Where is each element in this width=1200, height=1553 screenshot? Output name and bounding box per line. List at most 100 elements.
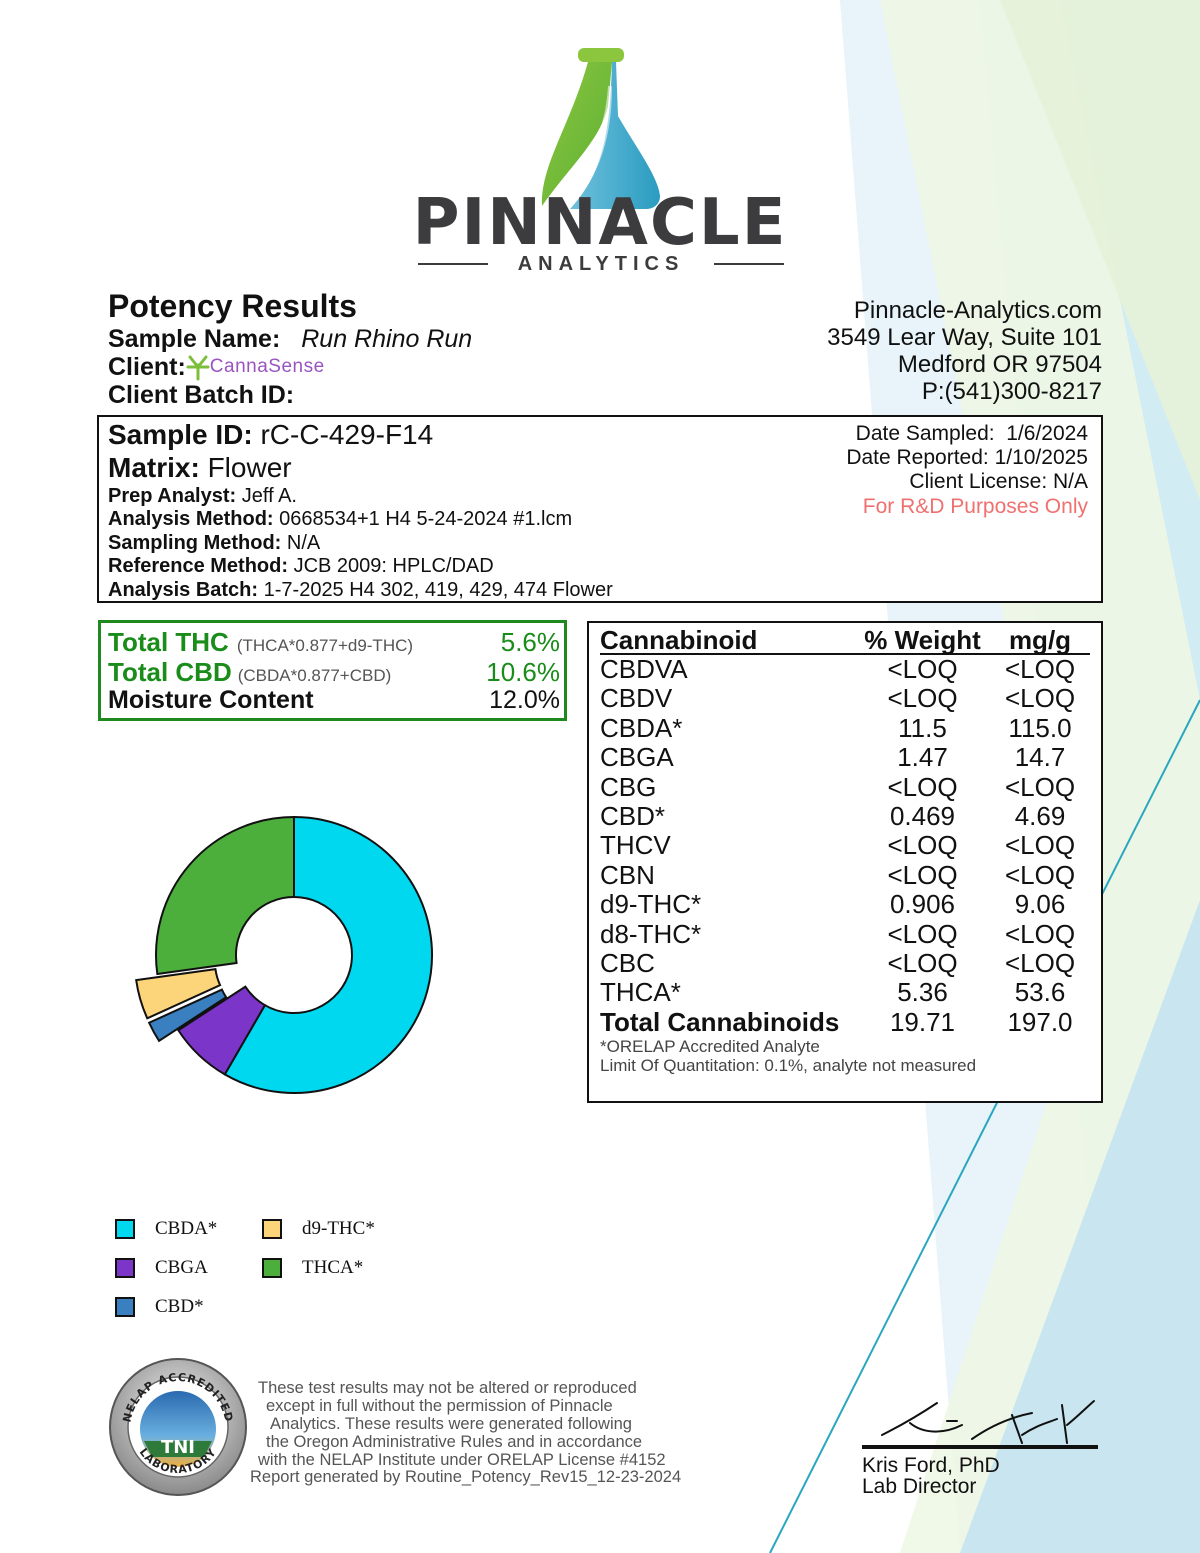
disclaimer-line-4: the Oregon Administrative Rules and in a… — [266, 1433, 643, 1451]
total-label: Total Cannabinoids — [600, 1006, 840, 1037]
reference-method-label: Reference Method: — [108, 555, 289, 577]
date-sampled: Date Sampled: 1/6/2024 — [855, 422, 1088, 445]
table-row: THCV <LOQ <LOQ — [600, 830, 1090, 861]
legend-swatch — [262, 1258, 282, 1278]
percent-weight-value: <LOQ — [887, 859, 958, 890]
header-cannabinoid: Cannabinoid — [600, 627, 855, 655]
disclaimer-line-3: Analytics. These results were generated … — [270, 1415, 632, 1433]
disclaimer-line-1: These test results may not be altered or… — [258, 1379, 637, 1397]
sample-id-label: Sample ID: — [108, 419, 253, 450]
legend-item: CBDA* — [115, 1218, 217, 1240]
cannabinoid-table: Cannabinoid % Weight mg/g CBDVA <LOQ <LOQ C… — [600, 627, 1090, 1037]
disclaimer-line-5: with the NELAP Institute under ORELAP Li… — [258, 1451, 666, 1469]
legend-item: CBD* — [115, 1296, 204, 1318]
table-row: d9-THC* 0.906 9.06 — [600, 889, 1090, 920]
purpose-note: For R&D Purposes Only — [862, 495, 1088, 518]
table-row: THCA* 5.36 53.6 — [600, 977, 1090, 1008]
client-logo-text: CannaSense — [209, 356, 325, 377]
potency-summary-box — [98, 620, 567, 721]
client-batch-label: Client Batch ID: — [108, 381, 295, 409]
total-mg-per-g: 197.0 — [1007, 1006, 1073, 1037]
cannabinoid-name: THCV — [600, 830, 671, 861]
matrix-row: Matrix: Flower — [108, 452, 292, 484]
sampling-method-row: Sampling Method: N/A — [108, 532, 320, 555]
legend-swatch — [262, 1219, 282, 1239]
analysis-method-row: Analysis Method: 0668534+1 H4 5-24-2024 … — [108, 508, 572, 531]
footnote-loq: Limit Of Quantitation: 0.1%, analyte not… — [600, 1056, 977, 1075]
percent-weight-value: <LOQ — [887, 918, 958, 949]
sample-info-box — [97, 415, 1103, 603]
legend-item: CBGA — [115, 1257, 208, 1279]
total-thc-row: Total THC (THCA*0.877+d9-THC) 5.6% — [108, 627, 560, 657]
mg-per-g-value: <LOQ — [1004, 654, 1076, 684]
cannabinoid-donut-chart — [135, 815, 433, 1094]
table-header-row: Cannabinoid % Weight mg/g — [600, 627, 1090, 655]
legend-label: CBDA* — [155, 1218, 218, 1239]
total-percent-weight: 19.71 — [889, 1006, 956, 1037]
cannabinoid-name: CBG — [600, 771, 657, 802]
analysis-method-label: Analysis Method: — [108, 508, 274, 530]
table-row: d8-THC* <LOQ <LOQ — [600, 918, 1090, 949]
legend-swatch — [115, 1219, 135, 1239]
percent-weight-value: 11.5 — [898, 712, 947, 743]
cannabinoid-table-box — [587, 621, 1103, 1103]
sample-name-row: Sample Name: Run Rhino Run — [108, 325, 472, 353]
donut-slice-d9thc — [135, 968, 222, 1020]
total-thc-label: Total THC — [108, 627, 229, 657]
mg-per-g-value: <LOQ — [1004, 948, 1076, 979]
sample-id-row: Sample ID: rC-C-429-F14 — [108, 419, 433, 451]
client-row: Client: CannaSense — [108, 353, 325, 381]
percent-weight-value: <LOQ — [887, 683, 958, 714]
cannabinoid-name: CBGA — [600, 742, 674, 773]
reference-method-value: JCB 2009: HPLC/DAD — [293, 555, 494, 577]
cannabinoid-name: CBDA* — [600, 712, 683, 743]
donut-slice-cbda — [223, 815, 433, 1094]
percent-weight-value: 1.47 — [897, 742, 948, 773]
donut-slice-cbd — [147, 988, 228, 1043]
percent-weight-value: 0.906 — [889, 889, 956, 920]
mg-per-g-value: <LOQ — [1004, 683, 1076, 714]
cannabinoid-name: CBN — [600, 859, 655, 890]
mg-per-g-value: <LOQ — [1004, 830, 1076, 861]
analysis-batch-label: Analysis Batch: — [108, 579, 259, 601]
divider-line — [713, 263, 784, 265]
mg-per-g-value: 115.0 — [1008, 712, 1072, 743]
donut-slice-thca — [155, 815, 295, 976]
logo-wordmark: PINNACLE — [412, 186, 788, 260]
moisture-row: Moisture Content 12.0% — [108, 686, 560, 715]
mg-per-g-value: <LOQ — [1004, 918, 1076, 949]
table-row: CBDV <LOQ <LOQ — [600, 683, 1090, 714]
mg-per-g-value: 9.06 — [1014, 889, 1066, 920]
logo-tagline: ANALYTICS — [517, 252, 685, 275]
total-cbd-formula: (CBDA*0.877+CBD) — [237, 666, 392, 685]
table-row: CBDVA <LOQ <LOQ — [600, 654, 1090, 684]
disclaimer-line-2: except in full without the permission of… — [266, 1397, 613, 1415]
mg-per-g-value: <LOQ — [1004, 771, 1076, 802]
prep-analyst-row: Prep Analyst: Jeff A. — [108, 485, 297, 508]
logo-tagline-row: ANALYTICS — [418, 252, 784, 276]
mg-per-g-value: 53.6 — [1014, 977, 1066, 1008]
analysis-batch-value: 1-7-2025 H4 302, 419, 429, 474 Flower — [263, 579, 613, 601]
lab-address-line2: Medford OR 97504 — [897, 351, 1102, 378]
total-thc-formula: (THCA*0.877+d9-THC) — [236, 636, 414, 655]
cannabinoid-name: d9-THC* — [600, 889, 702, 920]
director-title: Lab Director — [862, 1475, 977, 1498]
matrix-label: Matrix: — [108, 452, 200, 483]
legend-label: CBGA — [155, 1257, 208, 1278]
percent-weight-value: <LOQ — [887, 654, 958, 684]
table-row: CBG <LOQ <LOQ — [600, 771, 1090, 802]
legend-label: THCA* — [302, 1257, 364, 1278]
cannabinoid-name: CBC — [600, 948, 655, 979]
nelap-accredited-seal-icon: TNI NELAP ACCREDITED LABORATORY — [109, 1358, 247, 1496]
legend-label: d9-THC* — [302, 1218, 375, 1239]
total-thc-value: 5.6% — [500, 627, 560, 657]
table-row: CBN <LOQ <LOQ — [600, 859, 1090, 890]
reference-method-row: Reference Method: JCB 2009: HPLC/DAD — [108, 555, 494, 578]
seal-center-text: TNI — [161, 1437, 195, 1458]
report-title: Potency Results — [108, 288, 357, 324]
percent-weight-value: <LOQ — [887, 771, 958, 802]
divider-line — [418, 263, 488, 265]
sample-id-value: rC-C-429-F14 — [260, 419, 434, 450]
legend-item: d9-THC* — [262, 1218, 375, 1240]
analysis-method-value: 0668534+1 H4 5-24-2024 #1.lcm — [279, 508, 573, 530]
